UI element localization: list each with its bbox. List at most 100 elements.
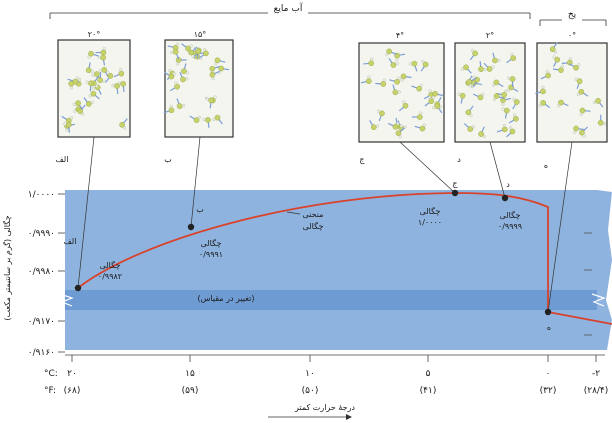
point-he: ه xyxy=(544,141,573,332)
y-tick-label: ۰/۹۹۸۰ xyxy=(28,267,55,277)
x-tick-celsius: -۲ xyxy=(592,369,600,379)
water-molecule xyxy=(107,73,114,79)
water-molecule xyxy=(501,92,507,98)
water-molecule xyxy=(172,49,179,55)
panel-alef: ۲۰° الف xyxy=(56,30,131,164)
x-tick-fahrenheit: (۶۸) xyxy=(64,386,81,396)
water-molecule xyxy=(181,68,187,74)
water-molecule xyxy=(466,79,473,85)
water-molecule xyxy=(554,56,561,63)
water-molecule xyxy=(509,76,516,82)
panel-temp-label: ۰° xyxy=(568,31,576,40)
x-tick-celsius: ۲۰ xyxy=(67,369,77,379)
water-molecule xyxy=(180,76,186,83)
water-molecule xyxy=(459,92,466,99)
x-tick-fahrenheit: (۳۲) xyxy=(540,386,557,396)
water-molecule xyxy=(365,78,372,84)
water-molecule xyxy=(416,85,422,92)
water-molecule xyxy=(492,57,498,64)
point-letter: ج xyxy=(452,179,458,188)
curve-label: منحنی چگالی xyxy=(286,210,324,231)
water-molecule xyxy=(114,83,120,89)
data-point xyxy=(74,284,82,292)
water-molecule xyxy=(595,98,601,104)
y-axis-label: چگالی (گرم بر سانتیمتر مکعب) xyxy=(2,215,12,320)
water-molecule xyxy=(411,60,418,67)
density-label: چگالی xyxy=(201,238,222,248)
panel-temp-label: ۱۵° xyxy=(194,30,207,39)
density-value: ۰/۹۹۹۹ xyxy=(498,222,522,231)
water-molecule xyxy=(120,81,126,87)
liquid-water-bracket: آب مایع xyxy=(49,2,531,19)
water-molecule xyxy=(579,129,585,136)
water-molecule xyxy=(573,125,579,132)
water-molecule xyxy=(501,126,508,133)
water-molecule xyxy=(392,89,399,96)
water-molecule xyxy=(100,49,107,56)
water-molecule xyxy=(400,73,407,80)
water-molecule xyxy=(77,108,84,114)
water-molecule xyxy=(597,120,604,126)
panel-he: ۰° ه xyxy=(535,31,608,170)
x-tick-fahrenheit: (۵۹) xyxy=(182,386,199,396)
point-dal: د چگالی ۰/۹۹۹۹ xyxy=(489,141,522,231)
point-jim: ج چگالی ۱/۰۰۰۰ xyxy=(399,141,458,227)
point-letter: ه xyxy=(547,323,551,332)
density-value: ۰/۹۹۹۱ xyxy=(199,250,223,259)
density-label: چگالی xyxy=(500,210,521,220)
water-molecule xyxy=(463,64,469,71)
ice-label: یخ xyxy=(568,10,577,20)
scale-change-label: (تغییر در مقیاس) xyxy=(197,294,254,303)
water-molecule xyxy=(395,130,402,136)
water-molecule xyxy=(419,125,426,132)
water-molecule xyxy=(188,49,194,56)
water-molecule xyxy=(477,94,484,101)
water-molecule xyxy=(97,77,103,83)
x-tick-fahrenheit: (۴۱) xyxy=(420,386,437,396)
water-molecule xyxy=(175,57,182,63)
x-axis-celsius-label: °C: xyxy=(44,369,58,379)
water-molecule xyxy=(402,102,409,109)
chart-area xyxy=(59,190,612,350)
water-molecule xyxy=(422,61,429,68)
density-label: چگالی xyxy=(100,260,121,270)
scale-break-left xyxy=(59,293,74,307)
x-tick-celsius: ۱۰ xyxy=(305,369,315,379)
water-molecule xyxy=(540,100,547,106)
water-molecule xyxy=(195,48,202,55)
water-molecule xyxy=(392,123,399,130)
water-molecule xyxy=(428,98,435,104)
water-molecule xyxy=(368,60,375,66)
panel-letter: ب xyxy=(164,155,172,164)
water-molecule xyxy=(504,107,510,114)
water-molecule xyxy=(478,66,484,72)
ice-bracket: یخ xyxy=(539,9,607,26)
y-tick-label: ۱/۰۰۰۰ xyxy=(28,190,55,200)
density-label: چگالی xyxy=(420,206,441,216)
x-axis-fahrenheit-label: °F: xyxy=(44,386,56,396)
point-alef: الف چگالی ۰/۹۹۸۲ xyxy=(64,136,122,292)
water-molecule xyxy=(209,71,216,78)
water-molecule xyxy=(85,67,92,73)
y-tick-label: ۰/۹۱۶۰ xyxy=(28,348,55,358)
water-molecule xyxy=(101,67,108,73)
panel-jim: ۴° ج xyxy=(358,31,445,164)
water-molecule xyxy=(510,55,517,61)
water-molecule xyxy=(119,121,125,128)
panel-temp-label: ۲° xyxy=(486,31,494,40)
density-band-scale-break xyxy=(65,290,597,310)
water-molecule xyxy=(579,107,586,114)
water-molecule xyxy=(208,97,214,104)
y-tick-label: ۰/۹۹۹۰ xyxy=(28,229,55,239)
water-molecule xyxy=(509,128,516,135)
water-molecule xyxy=(370,124,377,131)
water-molecule xyxy=(85,101,92,107)
water-molecule xyxy=(386,48,392,55)
water-molecule xyxy=(203,50,209,57)
point-letter: د xyxy=(506,180,510,189)
x-axis: °C: °F: درجهٔ حرارت کمتر ۲۰ (۶۸) ۱۵ (۵۹) ۱۰ (… xyxy=(44,354,609,420)
x-tick-celsius: ۰ xyxy=(546,369,551,379)
water-molecule xyxy=(94,71,100,77)
molecule-panels: ۲۰° الف ۱۵° ب ۴° ج ۲° د ۰° ه xyxy=(56,30,608,170)
x-tick-fahrenheit: (۲۸/۴) xyxy=(584,386,609,396)
